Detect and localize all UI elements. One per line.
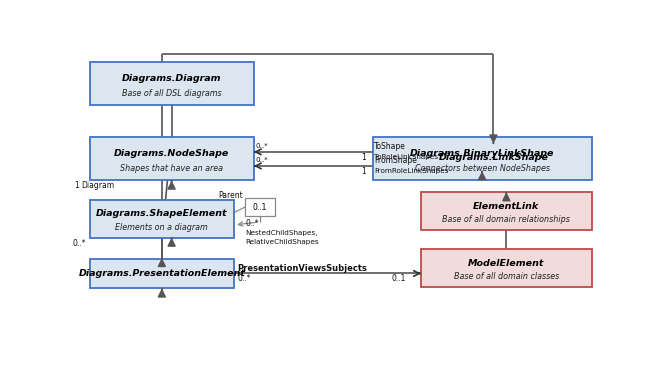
FancyBboxPatch shape xyxy=(89,62,254,105)
Text: PresentationViewsSubjects: PresentationViewsSubjects xyxy=(237,264,367,273)
FancyBboxPatch shape xyxy=(421,249,591,287)
Text: Base of all domain classes: Base of all domain classes xyxy=(454,272,559,281)
Text: 0..1: 0..1 xyxy=(392,274,406,283)
Text: Parent: Parent xyxy=(218,191,243,200)
Text: 0..1: 0..1 xyxy=(253,203,267,211)
Text: NestedChildShapes,: NestedChildShapes, xyxy=(245,230,318,236)
Text: Diagrams.BinaryLinkShape: Diagrams.BinaryLinkShape xyxy=(410,149,554,158)
Text: 1: 1 xyxy=(362,153,366,162)
FancyBboxPatch shape xyxy=(372,137,591,180)
Text: ElementLink: ElementLink xyxy=(474,201,539,211)
Text: Connectors between NodeShapes: Connectors between NodeShapes xyxy=(415,164,549,173)
Text: FromShape: FromShape xyxy=(374,156,417,165)
FancyBboxPatch shape xyxy=(89,137,254,180)
Text: 0..*: 0..* xyxy=(73,239,86,248)
Text: Diagrams.LinkShape: Diagrams.LinkShape xyxy=(438,153,548,162)
Text: Diagrams.PresentationElement: Diagrams.PresentationElement xyxy=(79,269,245,278)
Text: Diagrams.ShapeElement: Diagrams.ShapeElement xyxy=(96,210,228,218)
Text: Elements on a diagram: Elements on a diagram xyxy=(115,223,208,232)
FancyBboxPatch shape xyxy=(421,192,591,230)
FancyBboxPatch shape xyxy=(421,144,566,171)
Text: FromRoleLinkShapes: FromRoleLinkShapes xyxy=(374,168,449,174)
Text: 0..*: 0..* xyxy=(245,219,258,228)
FancyBboxPatch shape xyxy=(89,200,234,238)
Text: 1: 1 xyxy=(362,167,366,176)
Text: Shapes that have an area: Shapes that have an area xyxy=(120,164,223,173)
Text: Diagrams.Diagram: Diagrams.Diagram xyxy=(122,74,221,83)
Text: 0..*: 0..* xyxy=(255,157,268,164)
Text: Base of all domain relationships: Base of all domain relationships xyxy=(442,215,570,224)
Text: 0..*: 0..* xyxy=(255,143,268,149)
Text: Diagrams.NodeShape: Diagrams.NodeShape xyxy=(114,149,229,158)
Text: 1: 1 xyxy=(74,181,79,189)
FancyBboxPatch shape xyxy=(245,199,275,216)
Text: ModelElement: ModelElement xyxy=(468,259,545,268)
Text: Base of all DSL diagrams: Base of all DSL diagrams xyxy=(122,89,221,98)
FancyBboxPatch shape xyxy=(89,259,234,288)
Text: RelativeChildShapes: RelativeChildShapes xyxy=(245,239,319,245)
Text: ToShape: ToShape xyxy=(374,142,406,151)
Text: ToRoleLinkShapes: ToRoleLinkShapes xyxy=(374,154,438,160)
Text: Diagram: Diagram xyxy=(82,181,115,189)
Text: 0..*: 0..* xyxy=(237,274,251,283)
